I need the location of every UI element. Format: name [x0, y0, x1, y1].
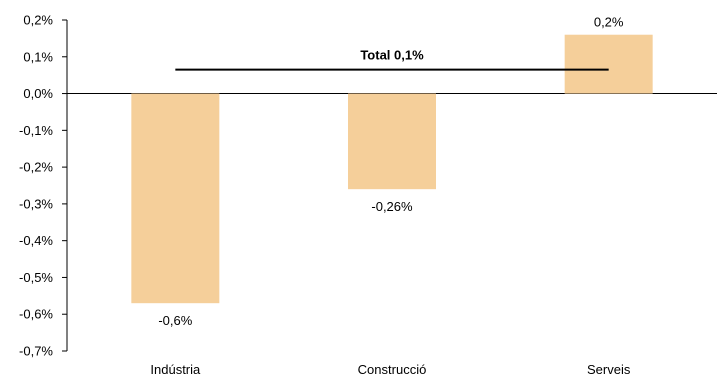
category-label: Construcció	[358, 362, 427, 377]
y-tick-label: -0,6%	[19, 307, 53, 322]
data-label: -0,6%	[158, 313, 192, 328]
y-tick-label: -0,4%	[19, 233, 53, 248]
total-label: Total 0,1%	[360, 48, 424, 63]
category-label: Serveis	[587, 362, 631, 377]
data-labels: -0,6% -0,26% 0,2%	[158, 15, 624, 328]
bar	[348, 93, 436, 190]
total-reference: Total 0,1%	[175, 48, 609, 71]
y-tick-label: -0,2%	[19, 160, 53, 175]
y-tick-label: 0,0%	[23, 86, 53, 101]
y-tick-label: -0,1%	[19, 123, 53, 138]
bar	[131, 93, 220, 304]
bar	[564, 34, 653, 94]
y-tick-label: 0,1%	[23, 49, 53, 64]
y-axis-ticks: 0,2% 0,1% 0,0% -0,1% -0,2% -0,3% -0,4% -0,5% -0,…	[19, 13, 67, 359]
y-tick-label: -0,5%	[19, 270, 53, 285]
y-tick-label: -0,7%	[19, 344, 53, 359]
y-tick-label: 0,2%	[23, 13, 53, 28]
category-label: Indústria	[150, 362, 201, 377]
data-label: 0,2%	[594, 15, 624, 30]
category-labels: Indústria Construcció Serveis	[150, 362, 630, 377]
bars	[131, 34, 653, 304]
y-tick-label: -0,3%	[19, 196, 53, 211]
data-label: -0,26%	[371, 199, 413, 214]
